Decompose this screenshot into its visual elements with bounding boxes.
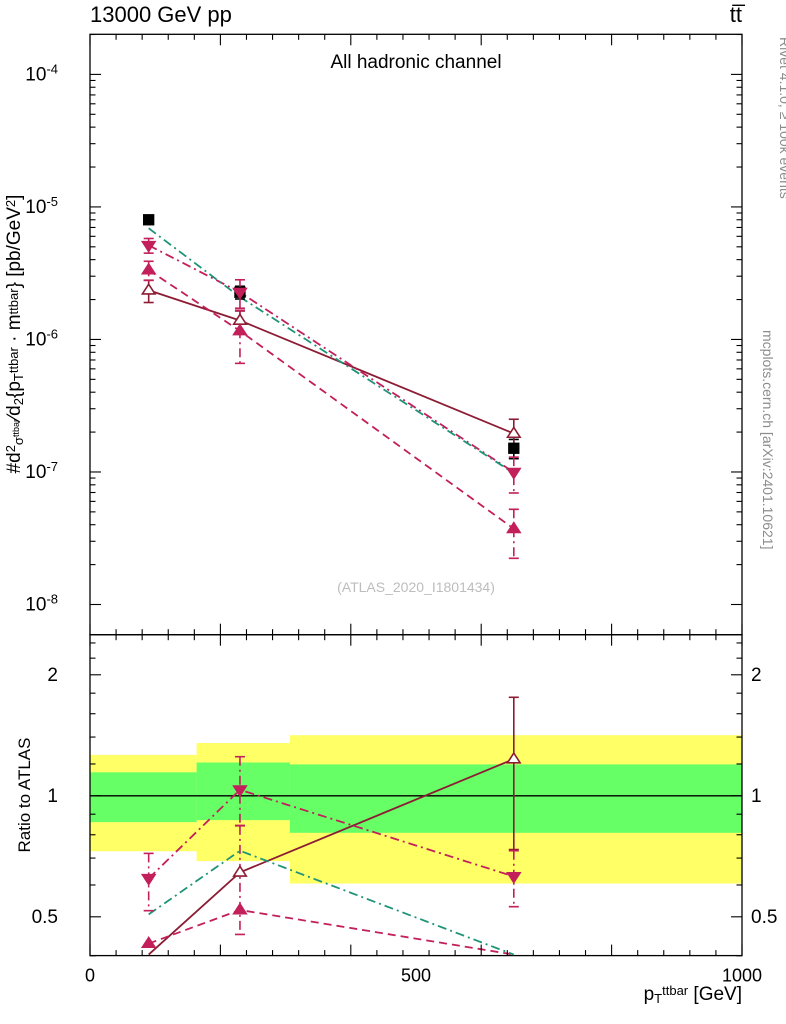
svg-text:13000 GeV pp: 13000 GeV pp: [90, 2, 232, 27]
svg-text:0: 0: [85, 966, 95, 986]
svg-text:1: 1: [47, 786, 58, 807]
svg-text:mcplots.cern.ch [arXiv:2401.10: mcplots.cern.ch [arXiv:2401.10621]: [760, 330, 776, 549]
svg-text:0.5: 0.5: [32, 907, 58, 928]
svg-text:(ATLAS_2020_I1801434): (ATLAS_2020_I1801434): [337, 579, 495, 595]
svg-text:500: 500: [401, 966, 431, 986]
svg-text:All hadronic channel: All hadronic channel: [330, 52, 501, 73]
svg-text:1: 1: [751, 786, 762, 807]
svg-text:1000: 1000: [722, 966, 762, 986]
svg-text:2: 2: [751, 665, 762, 686]
svg-text:Ratio to ATLAS: Ratio to ATLAS: [15, 738, 34, 853]
svg-text:0.5: 0.5: [751, 907, 777, 928]
svg-text:Rivet 4.1.0, ≥ 100k events: Rivet 4.1.0, ≥ 100k events: [777, 37, 786, 199]
svg-text:2: 2: [47, 665, 58, 686]
